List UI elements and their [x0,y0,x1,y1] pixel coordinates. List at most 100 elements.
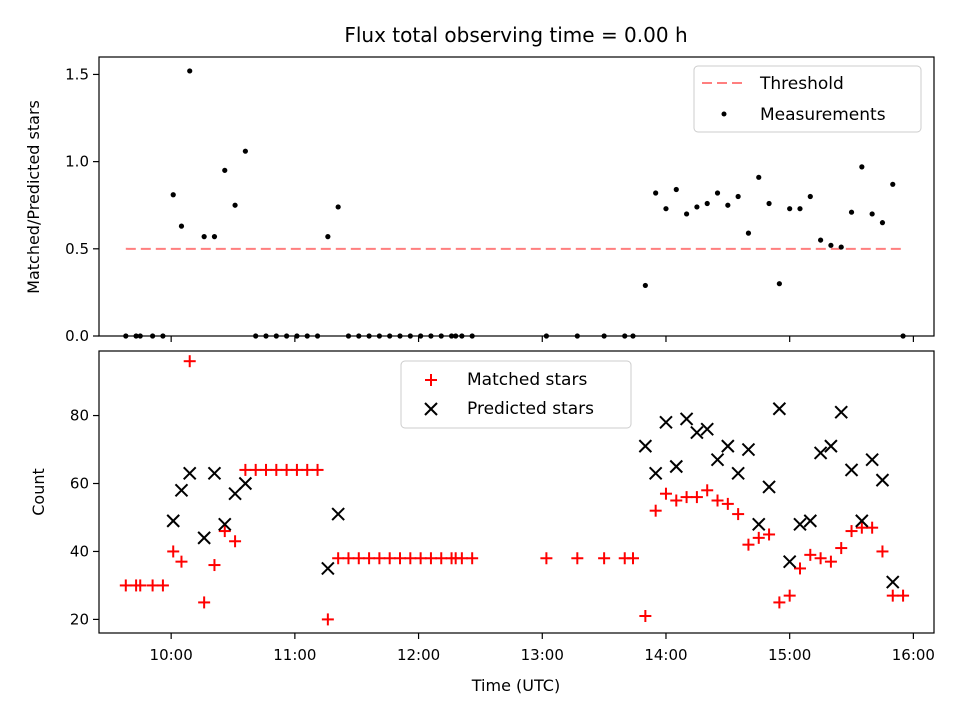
measurement-point [222,167,228,173]
legend-measurements-label: Measurements [760,105,886,125]
predicted-star-point [197,531,211,545]
matched-star-point [363,552,376,565]
count-y-tick-label: 40 [70,542,89,560]
matched-star-point [239,463,252,476]
count-y-tick-label: 20 [70,610,89,628]
matched-star-point [156,579,169,592]
matched-star-point [752,531,765,544]
measurement-point [859,164,865,170]
count-y-tick-label: 80 [70,407,89,425]
measurement-points [123,68,906,339]
predicted-star-point [669,459,683,474]
measurement-point [848,209,855,215]
measurement-point [838,244,844,250]
measurement-point [879,220,886,226]
measurement-point [735,193,741,200]
measurement-point [211,234,218,240]
matched-star-point [198,596,211,609]
matched-star-point [742,538,755,551]
count-y-ticks: 20 40 60 80 [70,407,99,628]
matched-star-point [352,552,365,565]
count-x-ticks: 10:00 11:00 12:00 13:00 14:00 15:00 16:00 [150,633,935,664]
matched-star-point [659,487,672,500]
predicted-star-point [648,466,663,481]
measurement-point [890,181,896,187]
count-x-tick-label: 10:00 [150,646,193,664]
legend-predicted-swatch [424,402,438,416]
ratio-y-tick-label: 0.0 [65,327,89,345]
predicted-star-point [741,442,756,457]
matched-star-point [270,463,283,476]
matched-star-point [404,552,417,565]
measurement-point [797,206,803,212]
matched-star-point [321,613,334,626]
matched-star-point [394,552,407,565]
measurement-point [653,190,659,196]
matched-star-point [783,589,796,602]
ratio-panel: 0.0 0.5 1.0 1.5 Matched/Predicted stars Thr… [24,56,935,345]
matched-star-point [119,579,132,592]
predicted-star-point [731,466,745,481]
predicted-star-point [824,439,838,453]
predicted-star-point [865,453,879,467]
matched-star-point [711,494,724,507]
count-y-axis-label: Count [29,468,48,516]
matched-star-point [701,484,714,497]
predicted-star-point [207,466,222,481]
predicted-star-point [875,473,890,487]
matched-star-point [383,552,396,565]
matched-star-point [763,528,776,541]
predicted-star-point [228,486,242,501]
predicted-star-point [321,561,335,576]
ratio-y-ticks: 0.0 0.5 1.0 1.5 [65,65,99,345]
predicted-star-point [813,446,828,460]
matched-star-point [855,521,868,534]
matched-star-point [732,508,745,521]
matched-star-point [540,552,553,565]
matched-star-point [804,548,817,561]
measurement-point [807,193,813,200]
predicted-star-point [710,453,725,467]
predicted-star-point [638,439,653,453]
predicted-star-point [331,507,345,521]
predicted-star-point [700,422,714,436]
ratio-y-tick-label: 0.5 [65,240,89,258]
ratio-y-tick-label: 1.0 [65,153,89,171]
matched-star-point [886,589,899,602]
matched-star-point [680,491,693,504]
matched-star-point [773,596,786,609]
predicted-star-point [886,575,900,589]
matched-star-point [571,552,584,565]
predicted-star-point [834,405,848,419]
measurement-point [335,204,341,210]
matched-star-point [208,559,221,572]
matched-star-point [598,552,611,565]
measurement-point [232,202,238,208]
matched-star-point [435,552,448,565]
matched-star-point [835,542,848,555]
predicted-star-point [793,517,807,531]
measurement-point [683,211,690,217]
matched-star-point [183,355,196,368]
legend-measurements-swatch [721,111,727,117]
matched-star-point [332,552,345,565]
predicted-star-point [238,476,253,491]
matched-star-point [290,463,303,476]
measurement-point [776,281,782,287]
chart-title: Flux total observing time = 0.00 h [344,23,687,47]
matched-star-point [845,525,858,538]
matched-star-point [690,491,703,504]
matched-star-point [814,552,827,565]
measurement-point [642,282,648,289]
predicted-star-point [772,402,787,416]
measurement-point [818,237,824,243]
measurement-point [828,242,834,248]
count-axes-frame [98,350,935,634]
measurement-point [756,174,762,180]
measurement-point [714,190,721,196]
measurement-point [869,211,875,217]
ratio-x-ticks [170,336,914,342]
measurement-point [170,192,176,198]
